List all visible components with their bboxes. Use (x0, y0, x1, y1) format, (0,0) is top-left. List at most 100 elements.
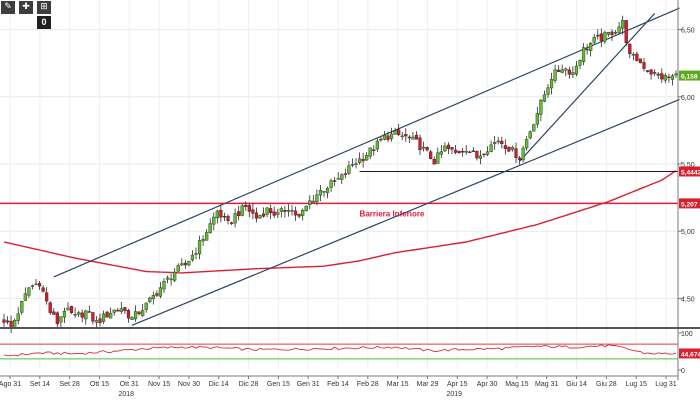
candle-body (233, 213, 237, 224)
candle-body (286, 210, 291, 212)
candle (265, 207, 269, 218)
candle-body (436, 152, 440, 164)
candle-body (564, 68, 568, 71)
candle (354, 158, 358, 169)
date-tick-label: Nov 15 (148, 381, 170, 388)
candle (493, 136, 497, 150)
candle-body (642, 62, 646, 69)
candle (52, 308, 56, 315)
candle-body (663, 75, 667, 81)
candle (603, 30, 607, 44)
candle-body (340, 174, 344, 180)
zoom-icon[interactable]: ⊞ (37, 1, 51, 14)
candle-body (446, 144, 451, 150)
barrier-level-label-box (679, 198, 700, 209)
candle (30, 284, 35, 290)
date-tick-label: Ott 15 (90, 381, 109, 388)
candle-body (190, 254, 195, 261)
grid (0, 0, 678, 370)
candle-body (347, 165, 351, 174)
candle (631, 52, 635, 61)
candle-body (130, 317, 134, 320)
candle (318, 184, 323, 202)
candle (660, 68, 664, 83)
candle-body (585, 48, 589, 51)
trend-channel[interactable] (53, 7, 680, 326)
candle (123, 306, 127, 315)
candle (574, 61, 579, 77)
candle-body (187, 260, 191, 266)
crosshair-icon[interactable]: ✚ (19, 1, 33, 14)
candle-body (251, 209, 255, 214)
candle (336, 172, 340, 180)
price-axis: 6,50 6,00 5,50 5,00 4,50 (677, 0, 695, 380)
candle (585, 43, 589, 55)
candle (432, 156, 436, 165)
candle (624, 20, 628, 47)
candle-body (94, 320, 99, 323)
candle (489, 140, 493, 153)
candle (621, 15, 625, 35)
channel-inner-line[interactable] (519, 13, 656, 162)
candle (581, 43, 586, 66)
candle (137, 311, 141, 316)
candle-body (397, 129, 401, 135)
pencil-icon[interactable]: ✎ (1, 1, 15, 14)
candle-body (52, 311, 56, 315)
candle-body (87, 311, 91, 313)
candle-body (5, 320, 10, 323)
candle (404, 128, 408, 142)
candle-body (183, 262, 187, 266)
candle (375, 138, 379, 152)
candle-body (621, 20, 625, 29)
candle-body (165, 277, 170, 280)
candle (482, 153, 486, 158)
candle (638, 58, 643, 64)
candle-body (169, 278, 173, 281)
value-labels: 6,158 5,4443 5,207 44,6744 (679, 70, 700, 359)
candle (542, 90, 547, 103)
channel-upper-line[interactable] (53, 7, 680, 278)
candle (69, 305, 74, 315)
candle (379, 136, 383, 142)
candle (176, 263, 180, 273)
candle-body (475, 150, 479, 159)
candle-body (112, 309, 116, 313)
candle (485, 146, 490, 157)
candle (119, 302, 123, 315)
candle-body (293, 210, 298, 216)
candle (116, 307, 120, 312)
candle-body (62, 311, 67, 318)
candle (653, 69, 657, 76)
candle (286, 204, 291, 217)
candle-body (276, 212, 280, 215)
support-level-label: 5,4443 (681, 169, 700, 176)
candle (187, 260, 191, 267)
candle-body (606, 31, 611, 35)
candle-body (421, 146, 426, 149)
candle-body (201, 238, 205, 242)
candle-body (617, 26, 621, 33)
candle (382, 130, 387, 141)
candle-body (517, 157, 522, 160)
candle-body (13, 320, 17, 328)
candle-body (148, 297, 152, 302)
candle-body (109, 312, 113, 319)
candle-body (549, 79, 554, 89)
candle-body (212, 216, 216, 225)
candle-body (137, 311, 141, 315)
candle (212, 212, 216, 231)
price-tick-label: 6,00 (681, 95, 695, 102)
channel-lower-line[interactable] (131, 98, 680, 326)
candle (535, 106, 539, 128)
candle (87, 305, 91, 313)
candle-body (162, 280, 166, 290)
candle-body (407, 136, 411, 139)
candle-body (471, 150, 475, 152)
candle (628, 43, 632, 59)
candle-body (610, 31, 614, 36)
date-tick-label: Apr 15 (447, 381, 468, 388)
rsi-value-label-box (679, 348, 700, 359)
candle (45, 287, 49, 305)
